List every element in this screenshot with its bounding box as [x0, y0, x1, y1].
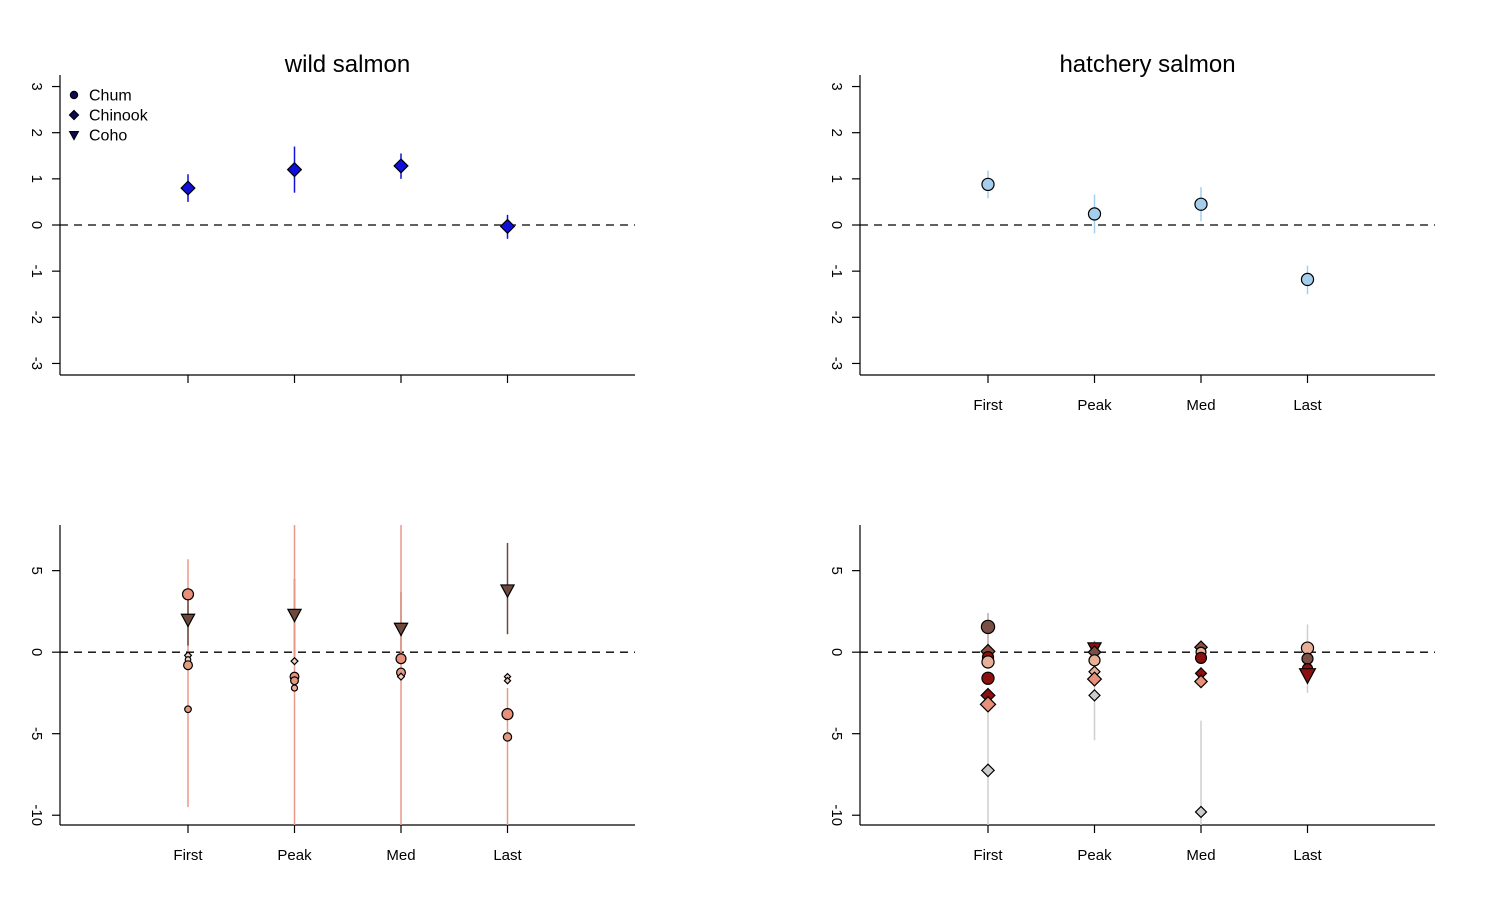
data-point [290, 676, 299, 686]
panel-hatchery-top: hatchery salmon -3 -2 -1 0 1 2 3 First Peak Med Las… [828, 51, 1435, 414]
x-tick-label: First [973, 397, 1003, 414]
data-point [981, 655, 995, 669]
data-point [980, 763, 996, 778]
data-point [1193, 674, 1209, 689]
y-tick-label: 0 [28, 221, 45, 229]
y-tick-label: -5 [28, 727, 45, 740]
panel-wild-top: wild salmon -3 -2 -1 0 1 2 3 Chum Chinook Coho [28, 51, 635, 383]
data-point [1300, 641, 1315, 655]
data-point [1088, 689, 1101, 702]
y-tick-label: 0 [828, 648, 845, 656]
panel-wild-bottom: -10 -5 0 5 First Peak Med Last [28, 525, 635, 864]
legend-entry: Chum [89, 88, 132, 105]
y-tick-label: -10 [828, 804, 845, 826]
legend-marker [68, 130, 80, 141]
data-point [1088, 654, 1101, 667]
panel-hatchery-bottom: -10 -5 0 5 First Peak Med Last [828, 525, 1435, 864]
panel-title: wild salmon [284, 51, 410, 78]
x-tick-label: First [973, 847, 1003, 864]
data-point [180, 613, 196, 628]
y-tick-label: -1 [28, 264, 45, 277]
y-tick-label: 3 [828, 82, 845, 90]
data-point [286, 161, 303, 178]
x-tick-label: Med [386, 847, 415, 864]
panel-title: hatchery salmon [1059, 51, 1235, 78]
y-tick-label: -5 [828, 727, 845, 740]
data-point [502, 732, 513, 742]
data-point [979, 695, 997, 713]
data-point [1194, 651, 1208, 664]
data-point [1301, 652, 1314, 665]
x-tick-label: Med [1186, 397, 1215, 414]
data-point [393, 158, 409, 174]
legend-marker [69, 90, 79, 100]
x-tick-label: Last [493, 847, 522, 864]
data-point [184, 705, 192, 714]
data-point [499, 218, 516, 235]
data-point [503, 676, 512, 685]
y-tick-label: 0 [828, 221, 845, 229]
y-tick-label: 1 [828, 175, 845, 183]
legend-entry: Coho [89, 128, 127, 145]
data-point [396, 672, 406, 681]
x-tick-label: Med [1186, 847, 1215, 864]
data-point [981, 177, 995, 192]
data-point [290, 656, 299, 666]
y-tick-label: 1 [28, 175, 45, 183]
x-tick-label: Peak [1077, 847, 1112, 864]
data-point [501, 708, 514, 721]
y-tick-label: -3 [28, 357, 45, 370]
data-point [1194, 805, 1208, 819]
data-point [180, 180, 196, 196]
data-point [290, 684, 299, 692]
x-tick-label: Last [1293, 397, 1322, 414]
data-point [981, 671, 995, 685]
y-tick-label: -10 [28, 804, 45, 826]
y-tick-label: 2 [828, 129, 845, 137]
data-point [980, 619, 996, 635]
data-point [1194, 197, 1208, 211]
data-point [499, 584, 516, 599]
data-point [393, 622, 409, 637]
x-tick-label: Peak [277, 847, 312, 864]
data-point [181, 588, 195, 601]
data-point [1087, 207, 1102, 221]
y-tick-label: -2 [828, 311, 845, 324]
y-tick-label: 2 [28, 129, 45, 137]
data-point [286, 608, 303, 623]
y-tick-label: 3 [28, 82, 45, 90]
y-tick-label: -1 [828, 264, 845, 277]
legend-marker [68, 109, 80, 121]
data-point [395, 653, 407, 665]
y-tick-label: -2 [28, 311, 45, 324]
x-tick-label: Peak [1077, 397, 1112, 414]
legend-entry: Chinook [89, 108, 149, 125]
data-point [183, 660, 194, 671]
data-point [1298, 668, 1317, 685]
y-tick-label: -3 [828, 357, 845, 370]
y-tick-label: 0 [28, 648, 45, 656]
x-tick-label: Last [1293, 847, 1322, 864]
x-tick-label: First [173, 847, 203, 864]
y-tick-label: 5 [828, 566, 845, 574]
y-tick-label: 5 [28, 566, 45, 574]
data-point [1300, 272, 1315, 287]
data-point [1086, 671, 1103, 687]
